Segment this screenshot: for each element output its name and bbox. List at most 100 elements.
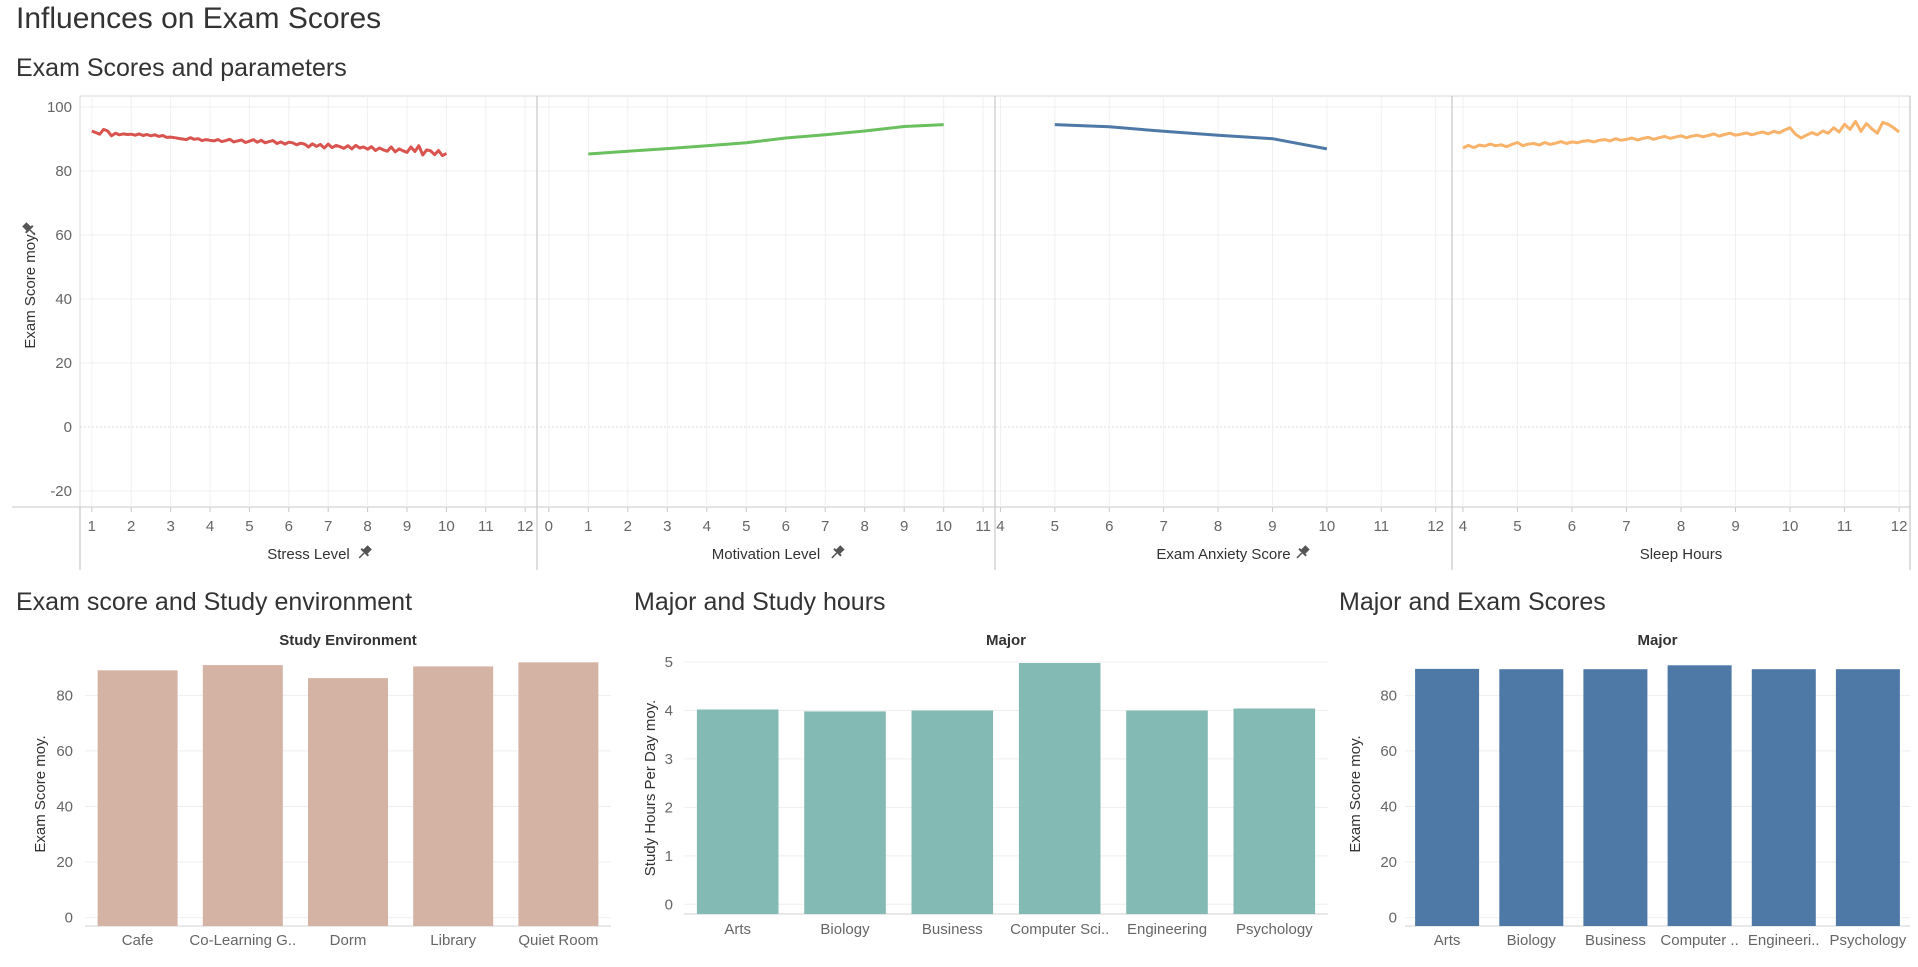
bar bbox=[518, 662, 599, 926]
bar bbox=[1751, 669, 1816, 926]
x-tick-label: Psychology bbox=[1830, 932, 1907, 949]
y-tick-label: 80 bbox=[55, 163, 72, 180]
y-tick-label: 4 bbox=[665, 702, 673, 719]
section-title-study-environment: Exam score and Study environment bbox=[16, 588, 413, 616]
pin-icon bbox=[22, 222, 36, 236]
x-axis-title: Exam Anxiety Score bbox=[1156, 546, 1290, 563]
y-tick-label: 80 bbox=[1380, 687, 1397, 704]
y-tick-label: 2 bbox=[665, 799, 673, 816]
x-axis-title: Sleep Hours bbox=[1640, 546, 1723, 563]
x-tick-label: 6 bbox=[285, 518, 293, 535]
x-tick-label: Arts bbox=[1434, 932, 1461, 949]
x-tick-label: 6 bbox=[1568, 518, 1576, 535]
section-title-major-study-hours: Major and Study hours bbox=[634, 588, 886, 616]
x-tick-label: 9 bbox=[1268, 518, 1276, 535]
x-tick-label: 4 bbox=[996, 518, 1004, 535]
pin-icon bbox=[831, 545, 845, 559]
bar bbox=[1233, 708, 1316, 914]
y-axis-title: Study Hours Per Day moy. bbox=[642, 700, 659, 876]
series-line-2 bbox=[588, 123, 944, 156]
y-axis-title: Exam Score moy. bbox=[22, 231, 39, 348]
panel-motivation-level: 0 1 2 3 4 5 6 7 8 9 10 11 Motivation Level bbox=[545, 96, 991, 563]
x-tick-label: 4 bbox=[1459, 518, 1467, 535]
y-axis-title: Exam Score moy. bbox=[1347, 735, 1364, 852]
series-line-4 bbox=[1462, 119, 1901, 150]
x-tick-label: Business bbox=[922, 921, 983, 938]
y-tick-label: 0 bbox=[665, 896, 673, 913]
x-tick-label: 10 bbox=[438, 518, 455, 535]
y-tick-label: 20 bbox=[1380, 854, 1397, 871]
x-tick-label: Library bbox=[430, 932, 476, 949]
y-tick-label: 80 bbox=[56, 687, 73, 704]
x-tick-label: 4 bbox=[703, 518, 711, 535]
x-tick-label: 8 bbox=[1677, 518, 1685, 535]
bar bbox=[1835, 669, 1900, 926]
x-tick-label: 7 bbox=[1622, 518, 1630, 535]
y-tick-label: 60 bbox=[55, 227, 72, 244]
x-axis-title: Motivation Level bbox=[712, 546, 820, 563]
pin-icon bbox=[1296, 545, 1310, 559]
y-tick-label: 60 bbox=[1380, 743, 1397, 760]
x-tick-label: 10 bbox=[935, 518, 952, 535]
bar bbox=[804, 711, 886, 914]
x-tick-label: 0 bbox=[545, 518, 553, 535]
bar-chart-2: Major 0 1 2 3 4 5 Study Hours Per Day moy. Arts B… bbox=[642, 632, 1328, 938]
y-tick-label: 20 bbox=[56, 854, 73, 871]
x-tick-label: Computer Sci.. bbox=[1010, 921, 1109, 938]
bar-chart-1: Study Environment 0 20 40 60 80 Exam Score moy… bbox=[32, 632, 611, 949]
x-tick-label: 6 bbox=[782, 518, 790, 535]
x-tick-label: Dorm bbox=[330, 932, 367, 949]
x-tick-label: 7 bbox=[821, 518, 829, 535]
x-tick-label: 10 bbox=[1319, 518, 1336, 535]
section-title-major-exam-scores: Major and Exam Scores bbox=[1339, 588, 1606, 616]
y-tick-label: 0 bbox=[65, 910, 73, 927]
x-tick-label: 9 bbox=[900, 518, 908, 535]
x-tick-label: Engineering bbox=[1127, 921, 1207, 938]
x-tick-label: 11 bbox=[1837, 518, 1853, 535]
x-tick-label: 5 bbox=[742, 518, 750, 535]
x-tick-label: 3 bbox=[166, 518, 174, 535]
bar bbox=[1126, 710, 1208, 914]
x-tick-label: Computer .. bbox=[1660, 932, 1738, 949]
x-tick-label: Cafe bbox=[122, 932, 154, 949]
x-tick-label: 8 bbox=[861, 518, 869, 535]
y-tick-label: 60 bbox=[56, 743, 73, 760]
x-tick-label: 4 bbox=[206, 518, 214, 535]
panel-sleep-hours: 4 5 6 7 8 9 10 11 12 Sleep Hours bbox=[1459, 96, 1907, 563]
x-tick-label: 10 bbox=[1782, 518, 1799, 535]
x-tick-label: Co-Learning G.. bbox=[189, 932, 296, 949]
bar bbox=[1018, 663, 1101, 914]
x-tick-label: 12 bbox=[1427, 518, 1444, 535]
x-tick-label: 11 bbox=[1373, 518, 1389, 535]
x-tick-label: 9 bbox=[403, 518, 411, 535]
chart-header: Major bbox=[986, 632, 1026, 649]
bar bbox=[1667, 665, 1732, 926]
dashboard-title: Influences on Exam Scores bbox=[16, 2, 382, 35]
x-tick-label: 1 bbox=[88, 518, 96, 535]
x-tick-label: 1 bbox=[584, 518, 592, 535]
x-tick-label: 8 bbox=[363, 518, 371, 535]
y-axis-title: Exam Score moy. bbox=[32, 735, 49, 852]
x-tick-label: Arts bbox=[724, 921, 751, 938]
x-tick-label: Psychology bbox=[1236, 921, 1313, 938]
x-tick-label: 5 bbox=[1513, 518, 1521, 535]
bar bbox=[911, 710, 994, 914]
y-tick-label: 5 bbox=[665, 654, 673, 671]
section-title-parameters: Exam Scores and parameters bbox=[16, 54, 347, 82]
chart-header: Major bbox=[1637, 632, 1677, 649]
x-tick-label: Engineeri.. bbox=[1748, 932, 1820, 949]
y-tick-label: 3 bbox=[665, 751, 673, 768]
x-tick-label: Business bbox=[1585, 932, 1646, 949]
panel-exam-anxiety-score: 4 5 6 7 8 9 10 11 12 Exam Anxiety Score bbox=[996, 96, 1444, 563]
x-tick-label: 7 bbox=[1159, 518, 1167, 535]
x-tick-label: Biology bbox=[1507, 932, 1557, 949]
y-tick-label: 0 bbox=[64, 419, 72, 436]
x-tick-label: 6 bbox=[1105, 518, 1113, 535]
bar bbox=[413, 666, 494, 926]
y-tick-label: 1 bbox=[665, 848, 673, 865]
x-tick-label: 12 bbox=[517, 518, 534, 535]
x-tick-label: 9 bbox=[1731, 518, 1739, 535]
